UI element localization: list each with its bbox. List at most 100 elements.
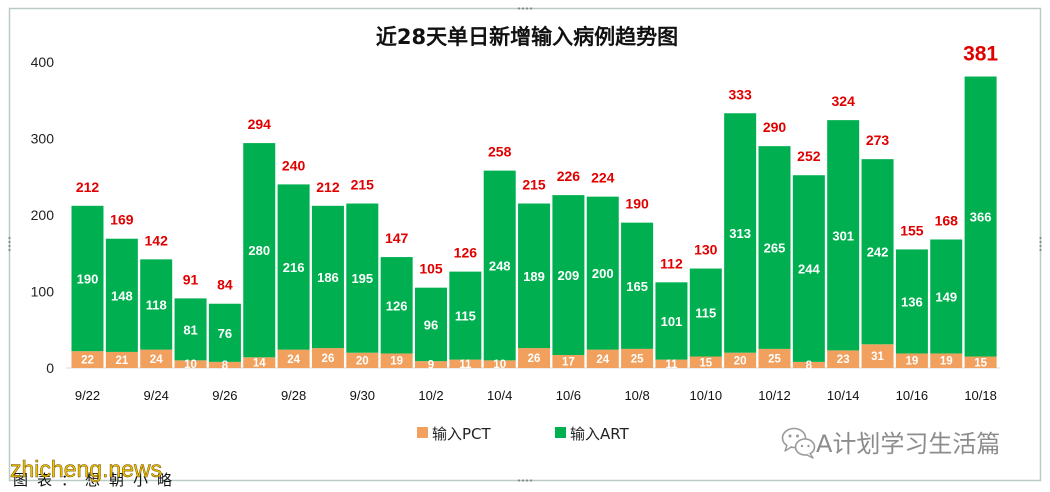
pct-value-label: 17	[562, 356, 575, 368]
art-value-label: 280	[248, 243, 270, 258]
watermark-site: zhicheng.news	[10, 456, 162, 482]
total-label: 224	[591, 170, 615, 186]
pct-value-label: 31	[871, 351, 884, 363]
total-label: 273	[866, 132, 890, 148]
total-label: 130	[694, 242, 718, 258]
bar-segment-art	[483, 170, 516, 361]
total-label: 126	[454, 245, 478, 261]
resize-handle-top[interactable]	[517, 7, 533, 10]
bar-segment-art	[140, 259, 173, 350]
bar-segment-pct	[346, 352, 379, 368]
resize-handle-right[interactable]	[1039, 236, 1042, 252]
bar-group: 25 165 190	[621, 196, 654, 368]
x-tick-label: 10/16	[896, 388, 929, 403]
handle-dot	[521, 479, 525, 482]
legend-label-art: 输入ART	[570, 425, 630, 443]
art-value-label: 190	[77, 271, 99, 286]
handle-dot	[529, 479, 533, 482]
pct-value-label: 22	[81, 355, 94, 367]
x-tick-label: 9/26	[212, 388, 237, 403]
pct-value-label: 19	[390, 356, 403, 368]
total-label: 381	[963, 43, 998, 66]
bar-segment-pct	[243, 357, 276, 368]
total-label: 226	[557, 168, 581, 184]
bar-segment-art	[861, 159, 894, 345]
bar-segment-art	[655, 282, 688, 360]
art-value-label: 115	[695, 306, 716, 321]
bar-segment-art	[964, 76, 997, 357]
bar-segment-pct	[861, 344, 894, 368]
bar-segment-pct	[724, 352, 757, 368]
total-label: 142	[145, 232, 169, 248]
pct-value-label: 24	[287, 354, 300, 366]
handle-dot	[8, 236, 11, 240]
pct-value-label: 23	[837, 354, 850, 366]
bar-segment-pct	[483, 360, 516, 368]
pct-value-label: 9	[428, 360, 434, 372]
x-tick-label: 10/2	[418, 388, 443, 403]
bar-segment-pct	[518, 348, 551, 368]
bar-segment-pct	[277, 349, 310, 368]
bar-segment-art	[621, 222, 654, 349]
bar-segment-pct	[930, 353, 963, 368]
pct-value-label: 21	[115, 355, 128, 367]
bar-segment-art	[827, 120, 860, 351]
bar-segment-art	[105, 238, 138, 352]
x-tick-label: 10/6	[556, 388, 581, 403]
x-tick-label: 9/24	[144, 388, 169, 403]
legend: 输入PCT 输入ART	[417, 425, 630, 443]
art-value-label: 209	[558, 268, 580, 283]
total-label: 84	[217, 277, 233, 293]
bar-group: 15 115 130	[689, 242, 722, 369]
total-label: 168	[935, 212, 959, 228]
bar-group: 8 76 84	[208, 277, 241, 372]
pct-value-label: 26	[528, 353, 541, 365]
pct-value-label: 8	[806, 360, 813, 372]
bar-group: 10 81 91	[174, 271, 207, 371]
bar-group: 22 190 212	[71, 179, 104, 368]
bar-group: 14 280 294	[243, 116, 276, 370]
x-tick-label: 10/4	[487, 388, 512, 403]
resize-handle-bottom[interactable]	[517, 479, 533, 482]
bar-segment-art	[380, 257, 413, 354]
art-value-label: 165	[626, 279, 648, 294]
art-value-label: 126	[386, 298, 408, 313]
total-label: 324	[832, 93, 856, 109]
bar-group: 24 118 142	[140, 232, 173, 368]
x-tick-label: 9/30	[350, 388, 375, 403]
handle-dot	[521, 7, 525, 10]
x-tick-label: 10/10	[690, 388, 723, 403]
total-label: 215	[522, 177, 546, 193]
x-tick-label: 9/22	[75, 388, 100, 403]
bar-group: 24 216 240	[277, 157, 310, 368]
total-label: 215	[351, 177, 375, 193]
bar-segment-pct	[140, 349, 173, 368]
total-label: 258	[488, 144, 512, 160]
pct-value-label: 20	[356, 355, 369, 367]
resize-handle-left[interactable]	[8, 236, 11, 252]
pct-value-label: 24	[596, 354, 609, 366]
bar-group: 19 136 155	[895, 222, 928, 368]
legend-swatch-pct	[417, 427, 428, 438]
art-value-label: 149	[935, 289, 957, 304]
art-value-label: 313	[729, 226, 751, 241]
bar-group: 31 242 273	[861, 132, 894, 368]
total-label: 333	[728, 86, 752, 102]
bar-segment-art	[792, 175, 825, 362]
bar-segment-pct	[655, 359, 688, 368]
bar-segment-art	[277, 184, 310, 350]
bar-segment-art	[518, 203, 551, 349]
total-label: 112	[660, 255, 683, 271]
bar-group: 20 313 333	[724, 86, 757, 368]
x-tick-label: 10/14	[827, 388, 860, 403]
handle-dot	[1039, 240, 1042, 244]
bars: 2219021221148169241181421081918768414280…	[71, 43, 998, 372]
bar-segment-art	[346, 203, 379, 353]
handle-dot	[525, 7, 529, 10]
total-label: 155	[900, 222, 924, 238]
total-label: 105	[419, 261, 443, 277]
art-value-label: 148	[111, 288, 133, 303]
y-axis: 0 100 200 300 400	[31, 54, 55, 376]
bar-segment-pct	[311, 348, 344, 368]
